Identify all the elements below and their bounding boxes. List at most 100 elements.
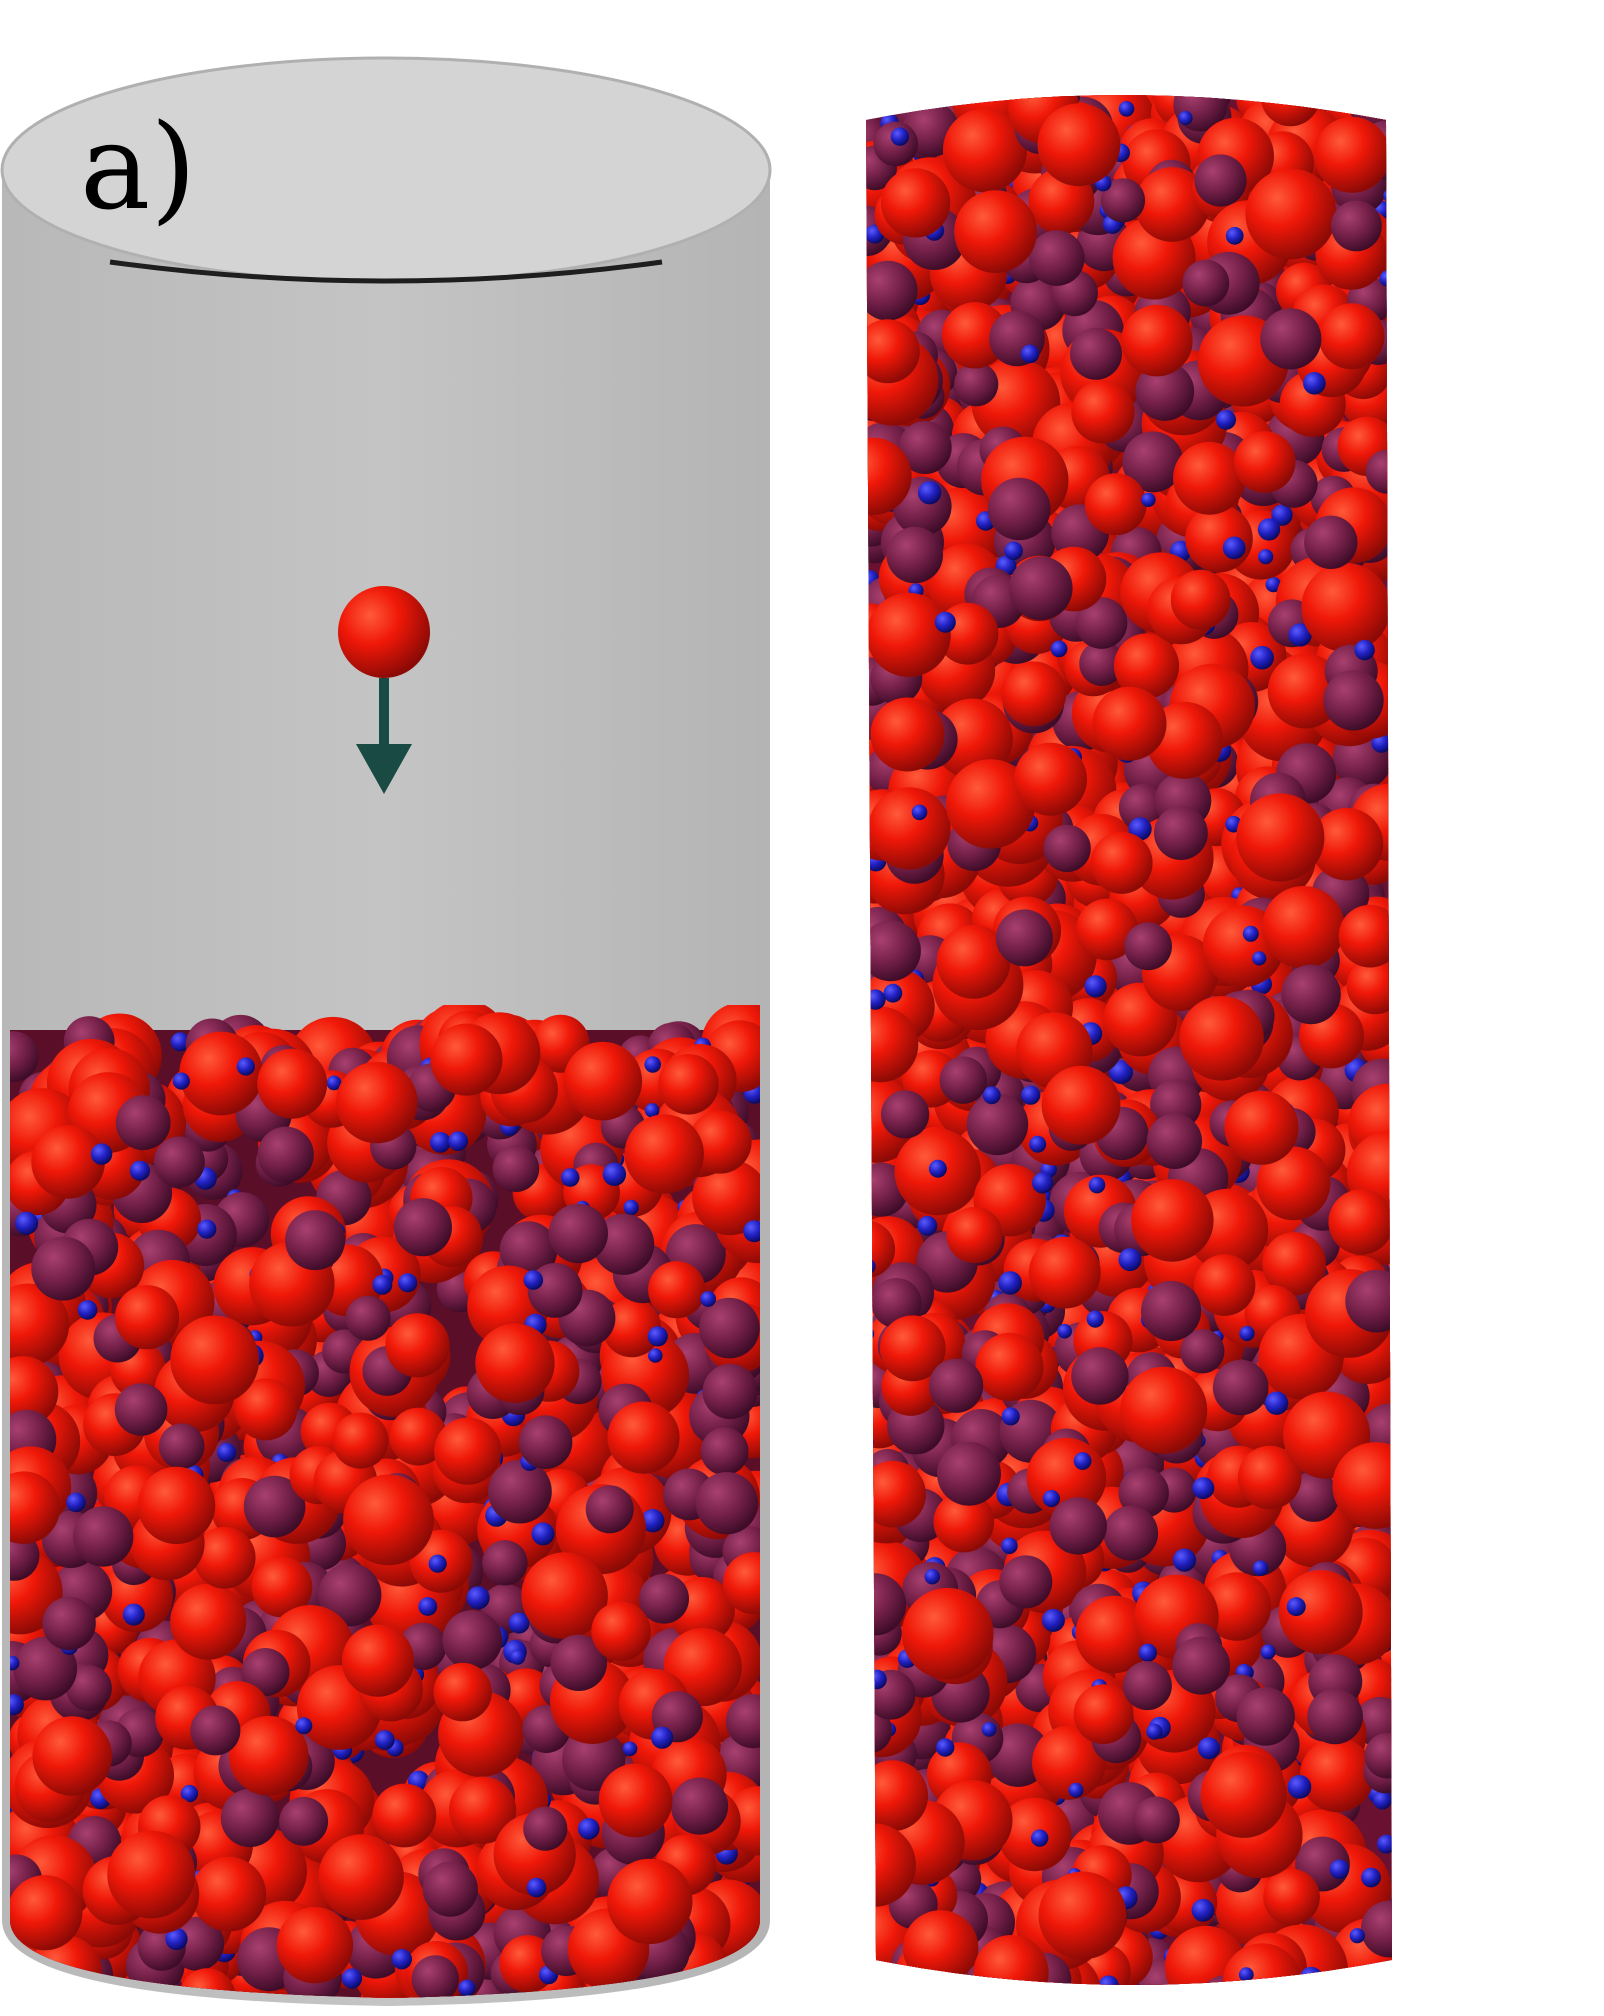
particle	[901, 1587, 994, 1680]
particle	[866, 1006, 919, 1083]
particle	[193, 1526, 256, 1589]
particle	[563, 1041, 643, 1121]
particle	[197, 1219, 217, 1239]
particle	[236, 1057, 255, 1076]
particle	[1239, 1325, 1255, 1342]
particle	[700, 1291, 716, 1307]
particle	[1131, 1179, 1214, 1262]
particle	[257, 1048, 328, 1119]
particle	[725, 1694, 760, 1749]
particle	[499, 1221, 558, 1279]
particle	[924, 1568, 941, 1585]
particle	[1088, 1176, 1106, 1194]
particle	[966, 1093, 1029, 1156]
particle	[1331, 200, 1382, 252]
particle-packing-b	[866, 95, 1392, 1985]
particle	[1373, 1790, 1392, 1810]
particle	[1304, 515, 1358, 569]
particle	[179, 1031, 263, 1116]
particle	[434, 1417, 502, 1485]
particle	[1323, 670, 1384, 731]
particle	[870, 697, 945, 772]
particle	[866, 989, 886, 1010]
particle	[973, 1935, 1049, 1985]
particle	[1222, 536, 1246, 560]
particle	[31, 1125, 105, 1199]
particle	[42, 1596, 96, 1651]
particle	[932, 698, 1013, 779]
particle	[1073, 1684, 1134, 1744]
particle	[880, 168, 951, 238]
particle-packing-a	[10, 1005, 760, 1998]
particle	[1043, 824, 1091, 873]
particle	[1192, 1477, 1215, 1500]
particle	[1049, 1497, 1107, 1555]
particle	[1001, 1537, 1018, 1555]
particle	[723, 1786, 760, 1856]
particle	[428, 1554, 447, 1573]
particle	[644, 1056, 661, 1073]
particle	[422, 1861, 478, 1917]
particle	[518, 1415, 573, 1469]
particle	[1058, 1981, 1077, 1985]
particle	[1303, 372, 1326, 395]
particle	[1288, 1471, 1340, 1522]
particle	[1252, 1560, 1269, 1576]
particle	[1084, 975, 1107, 998]
particle	[1178, 110, 1193, 126]
particle	[647, 1326, 668, 1347]
particle	[700, 1427, 749, 1476]
particle	[743, 1220, 760, 1243]
particle	[220, 1788, 279, 1848]
particle	[866, 1823, 916, 1907]
particle	[651, 1726, 674, 1749]
cylinder-rim	[109, 259, 663, 284]
particle	[1079, 641, 1125, 686]
particle	[1281, 964, 1341, 1025]
particle	[987, 477, 1051, 541]
particle	[295, 1717, 313, 1735]
particle	[1212, 1359, 1269, 1416]
particle	[1258, 549, 1274, 565]
particle	[1286, 1597, 1306, 1617]
particle	[389, 1407, 448, 1466]
particle	[624, 1114, 704, 1194]
particle	[385, 1313, 450, 1378]
particle	[1260, 308, 1322, 370]
particle	[1122, 1661, 1172, 1711]
particle	[137, 1466, 216, 1545]
particle	[1256, 1146, 1331, 1221]
particle	[866, 437, 912, 515]
particle	[1092, 686, 1167, 761]
particle	[1084, 473, 1147, 536]
particle	[343, 1474, 434, 1566]
particle	[172, 1072, 190, 1090]
particle	[560, 1168, 580, 1187]
particle	[1041, 1608, 1065, 1632]
particle	[1260, 1644, 1276, 1660]
particle	[508, 1612, 530, 1634]
particle	[902, 1910, 979, 1985]
particle	[995, 909, 1053, 967]
particle	[648, 1261, 706, 1319]
particle	[1068, 1782, 1084, 1798]
particle	[1103, 1505, 1159, 1561]
particle	[372, 1274, 393, 1295]
particle	[442, 1610, 503, 1670]
particle	[1182, 259, 1230, 307]
particle	[1310, 807, 1384, 881]
particle	[946, 1206, 1003, 1264]
particle	[16, 1965, 69, 1998]
particle	[66, 1665, 112, 1711]
particle	[936, 1738, 955, 1757]
particle	[1050, 640, 1068, 658]
particle	[1172, 1636, 1230, 1695]
particle	[1170, 569, 1231, 630]
particle	[1179, 996, 1264, 1081]
particle	[1264, 1391, 1289, 1415]
particle	[10, 1655, 20, 1671]
particle	[602, 1298, 662, 1358]
particle	[1376, 1834, 1392, 1854]
particle	[911, 804, 928, 821]
